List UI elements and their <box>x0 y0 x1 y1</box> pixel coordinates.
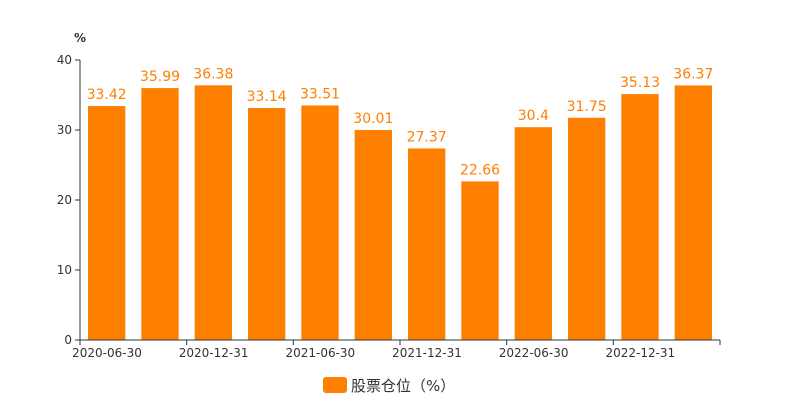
bar-data-label: 36.37 <box>673 66 713 82</box>
y-tick-label: 0 <box>64 333 72 347</box>
bar-data-label: 31.75 <box>567 99 607 115</box>
bar[interactable] <box>248 108 286 341</box>
bar[interactable] <box>568 117 606 340</box>
x-tick-label: 2021-06-30 <box>285 346 355 360</box>
y-tick-label: 40 <box>57 53 72 67</box>
bar[interactable] <box>354 129 392 340</box>
y-axis: 0 10 20 30 40 <box>57 53 81 347</box>
bar[interactable] <box>408 148 446 340</box>
bar[interactable] <box>301 105 339 341</box>
x-tick-label: 2020-06-30 <box>72 346 142 360</box>
bar-data-label: 27.37 <box>407 129 447 145</box>
bar[interactable] <box>674 85 712 340</box>
x-tick-label: 2021-12-31 <box>392 346 462 360</box>
bar-data-label: 30.4 <box>518 108 549 124</box>
legend-swatch <box>323 377 347 393</box>
bar[interactable] <box>194 85 232 340</box>
bar-data-label: 35.99 <box>140 69 180 85</box>
bar[interactable] <box>621 94 659 340</box>
bar-data-label: 33.42 <box>87 87 127 103</box>
y-tick-label: 10 <box>57 263 72 277</box>
bar-data-label: 30.01 <box>353 111 393 127</box>
y-tick-label: 20 <box>57 193 72 207</box>
bar-data-label: 33.14 <box>247 89 287 105</box>
x-tick-label: 2020-12-31 <box>179 346 249 360</box>
bar-data-label: 22.66 <box>460 162 500 178</box>
bar-data-label: 35.13 <box>620 75 660 91</box>
bar[interactable] <box>514 127 552 340</box>
bar[interactable] <box>88 106 126 340</box>
bar[interactable] <box>461 181 499 340</box>
y-axis-unit-label: % <box>74 31 86 45</box>
y-tick-label: 30 <box>57 123 72 137</box>
bar-data-label: 33.51 <box>300 86 340 102</box>
data-labels-group: 33.42 35.99 36.38 33.14 33.51 30.01 27.37 22.66… <box>87 66 714 178</box>
x-tick-label: 2022-12-31 <box>605 346 675 360</box>
x-tick-label: 2022-06-30 <box>499 346 569 360</box>
x-axis: 2020-06-30 2020-12-31 2021-06-30 2021-12-31… <box>72 339 721 360</box>
bar-data-label: 36.38 <box>193 66 233 82</box>
bar[interactable] <box>141 88 179 340</box>
legend[interactable]: 股票仓位（%） <box>323 377 455 395</box>
bars-group <box>88 85 712 341</box>
legend-label: 股票仓位（%） <box>351 377 455 395</box>
